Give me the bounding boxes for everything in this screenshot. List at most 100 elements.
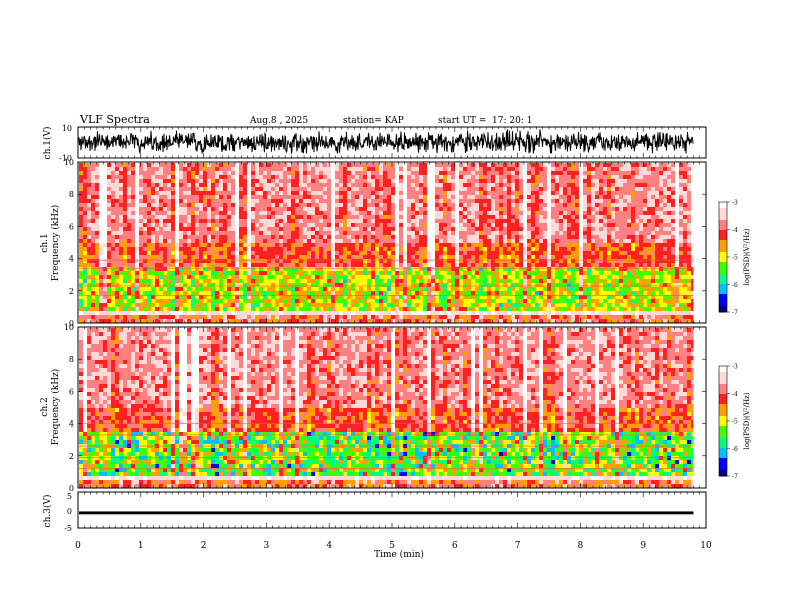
spectrogram-cell bbox=[379, 239, 383, 243]
spectrogram-cell bbox=[531, 227, 535, 231]
spectrogram-cell bbox=[331, 227, 335, 231]
spectrogram-cell bbox=[167, 179, 171, 183]
spectrogram-cell bbox=[87, 311, 91, 315]
spectrogram-cell bbox=[399, 239, 403, 243]
spectrogram-cell bbox=[547, 199, 551, 203]
spectrogram-cell bbox=[547, 271, 551, 275]
spectrogram-cell bbox=[247, 207, 251, 211]
spectrogram-cell bbox=[503, 195, 507, 199]
spectrogram-cell bbox=[183, 295, 187, 299]
spectrogram-cell bbox=[111, 251, 115, 255]
spectrogram-cell bbox=[275, 227, 279, 231]
spectrogram-cell bbox=[339, 307, 343, 311]
spectrogram-cell bbox=[343, 203, 347, 207]
spectrogram-cell bbox=[447, 187, 451, 191]
spectrogram-cell bbox=[183, 239, 187, 243]
spectrogram-cell bbox=[455, 251, 459, 255]
spectrogram-cell bbox=[91, 235, 95, 239]
spectrogram-cell bbox=[211, 291, 215, 295]
spectrogram-cell bbox=[495, 279, 499, 283]
spectrogram-cell bbox=[235, 267, 239, 271]
spectrogram-cell bbox=[459, 303, 463, 307]
spectrogram-cell bbox=[331, 315, 335, 319]
spectrogram-cell bbox=[395, 243, 399, 247]
spectrogram-cell bbox=[175, 195, 179, 199]
spectrogram-cell bbox=[267, 263, 271, 267]
spectrogram-cell bbox=[499, 263, 503, 267]
spectrogram-cell bbox=[407, 255, 411, 259]
spectrogram-cell bbox=[411, 219, 415, 223]
spectrogram-cell bbox=[511, 255, 515, 259]
spectrogram-cell bbox=[203, 251, 207, 255]
spectrogram-cell bbox=[131, 215, 135, 219]
spectrogram-cell bbox=[99, 223, 103, 227]
spectrogram-cell bbox=[259, 239, 263, 243]
spectrogram-cell bbox=[339, 179, 343, 183]
spectrogram-cell bbox=[423, 163, 427, 167]
spectrogram-cell bbox=[455, 259, 459, 263]
spectrogram-cell bbox=[239, 251, 243, 255]
ch1-waveform-panel: 10 -10 ch.1(V) bbox=[42, 124, 707, 163]
spectrogram-cell bbox=[443, 255, 447, 259]
spectrogram-cell bbox=[191, 179, 195, 183]
spectrogram-cell bbox=[399, 203, 403, 207]
spectrogram-cell bbox=[479, 207, 483, 211]
spectrogram-cell bbox=[87, 171, 91, 175]
spectrogram-cell bbox=[307, 195, 311, 199]
spectrogram-cell bbox=[427, 287, 431, 291]
spectrogram-cell bbox=[275, 255, 279, 259]
spectrogram-cell bbox=[187, 183, 191, 187]
spectrogram-cell bbox=[323, 195, 327, 199]
spectrogram-cell bbox=[167, 311, 171, 315]
spectrogram-cell bbox=[459, 291, 463, 295]
spectrogram-cell bbox=[507, 283, 511, 287]
spectrogram-cell bbox=[155, 259, 159, 263]
spectrogram-cell bbox=[363, 211, 367, 215]
spectrogram-cell bbox=[267, 259, 271, 263]
spectrogram-cell bbox=[551, 251, 555, 255]
spectrogram-cell bbox=[455, 239, 459, 243]
spectrogram-cell bbox=[331, 259, 335, 263]
spectrogram-cell bbox=[407, 319, 411, 323]
spectrogram-cell bbox=[523, 315, 527, 319]
spectrogram-cell bbox=[275, 295, 279, 299]
spectrogram-cell bbox=[511, 291, 515, 295]
spectrogram-cell bbox=[343, 187, 347, 191]
spectrogram-cell bbox=[135, 187, 139, 191]
spectrogram-cell bbox=[323, 227, 327, 231]
spectrogram-cell bbox=[467, 259, 471, 263]
spectrogram-cell bbox=[387, 303, 391, 307]
spectrogram-cell bbox=[139, 311, 143, 315]
spectrogram-cell bbox=[299, 295, 303, 299]
spectrogram-cell bbox=[107, 199, 111, 203]
spectrogram-cell bbox=[323, 303, 327, 307]
spectrogram-cell bbox=[327, 311, 331, 315]
spectrogram-cell bbox=[323, 259, 327, 263]
spectrogram-cell bbox=[223, 203, 227, 207]
spectrogram-cell bbox=[451, 207, 455, 211]
spectrogram-cell bbox=[383, 303, 387, 307]
spectrogram-cell bbox=[99, 255, 103, 259]
spectrogram-cell bbox=[387, 271, 391, 275]
spectrogram-cell bbox=[551, 187, 555, 191]
spectrogram-cell bbox=[403, 199, 407, 203]
spectrogram-cell bbox=[219, 267, 223, 271]
spectrogram-cell bbox=[275, 251, 279, 255]
spectrogram-cell bbox=[447, 307, 451, 311]
spectrogram-cell bbox=[391, 163, 395, 167]
spectrogram-cell bbox=[355, 187, 359, 191]
spectrogram-cell bbox=[111, 287, 115, 291]
spectrogram-cell bbox=[163, 187, 167, 191]
spectrogram-cell bbox=[543, 307, 547, 311]
spectrogram-cell bbox=[243, 299, 247, 303]
spectrogram-cell bbox=[447, 319, 451, 323]
spectrogram-cell bbox=[439, 295, 443, 299]
spectrogram-cell bbox=[311, 279, 315, 283]
spectrogram-cell bbox=[175, 207, 179, 211]
spectrogram-cell bbox=[235, 283, 239, 287]
spectrogram-cell bbox=[219, 283, 223, 287]
spectrogram-cell bbox=[439, 299, 443, 303]
spectrogram-cell bbox=[459, 163, 463, 167]
spectrogram-cell bbox=[103, 231, 107, 235]
spectrogram-cell bbox=[487, 215, 491, 219]
